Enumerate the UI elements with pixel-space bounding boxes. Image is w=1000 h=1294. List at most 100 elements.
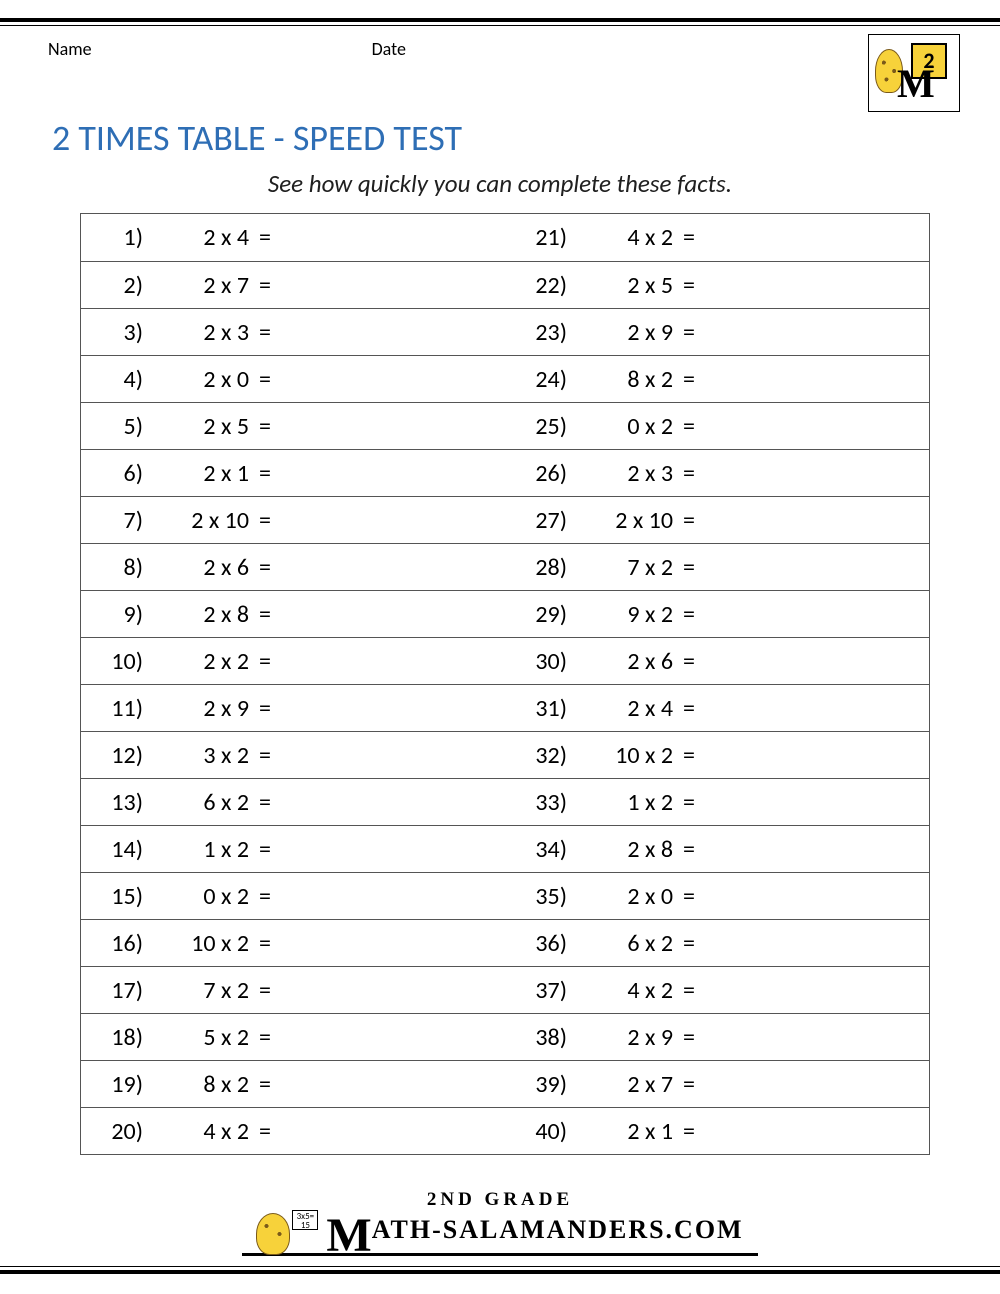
table-cell-right: 30)2 x 6= xyxy=(505,647,929,676)
question-number: 1) xyxy=(81,223,149,252)
question-number: 22) xyxy=(505,271,573,300)
equals-sign: = xyxy=(683,882,713,911)
question-expression: 0 x 2 xyxy=(149,882,259,911)
equals-sign: = xyxy=(259,600,289,629)
question-expression: 2 x 10 xyxy=(573,506,683,535)
table-cell-left: 8)2 x 6= xyxy=(81,553,505,582)
equals-sign: = xyxy=(683,459,713,488)
question-number: 39) xyxy=(505,1070,573,1099)
question-expression: 4 x 2 xyxy=(149,1117,259,1146)
equals-sign: = xyxy=(683,1023,713,1052)
table-row: 3)2 x 3=23)2 x 9= xyxy=(81,308,929,355)
table-row: 4)2 x 0=24)8 x 2= xyxy=(81,355,929,402)
question-number: 34) xyxy=(505,835,573,864)
equals-sign: = xyxy=(259,271,289,300)
footer: 2ND GRADE 3x5= 15 M ATH-SALAMANDERS.COM xyxy=(0,1189,1000,1256)
table-row: 20)4 x 2=40)2 x 1= xyxy=(81,1107,929,1154)
question-expression: 2 x 5 xyxy=(149,412,259,441)
table-cell-left: 9)2 x 8= xyxy=(81,600,505,629)
footer-m-icon: M xyxy=(326,1217,363,1255)
table-cell-left: 2)2 x 7= xyxy=(81,271,505,300)
table-cell-right: 37)4 x 2= xyxy=(505,976,929,1005)
table-row: 6)2 x 1=26)2 x 3= xyxy=(81,449,929,496)
equals-sign: = xyxy=(259,1070,289,1099)
question-number: 33) xyxy=(505,788,573,817)
question-number: 11) xyxy=(81,694,149,723)
question-expression: 2 x 3 xyxy=(149,318,259,347)
table-cell-right: 28)7 x 2= xyxy=(505,553,929,582)
question-number: 28) xyxy=(505,553,573,582)
equals-sign: = xyxy=(683,694,713,723)
footer-brand-text: ATH-SALAMANDERS.COM xyxy=(372,1215,744,1245)
equals-sign: = xyxy=(683,223,713,252)
question-expression: 2 x 5 xyxy=(573,271,683,300)
question-number: 17) xyxy=(81,976,149,1005)
question-expression: 2 x 4 xyxy=(573,694,683,723)
table-cell-right: 27)2 x 10= xyxy=(505,506,929,535)
question-number: 7) xyxy=(81,506,149,535)
question-expression: 2 x 7 xyxy=(573,1070,683,1099)
equals-sign: = xyxy=(259,553,289,582)
question-number: 13) xyxy=(81,788,149,817)
question-number: 24) xyxy=(505,365,573,394)
equals-sign: = xyxy=(259,788,289,817)
table-cell-right: 23)2 x 9= xyxy=(505,318,929,347)
table-cell-left: 11)2 x 9= xyxy=(81,694,505,723)
table-cell-left: 19)8 x 2= xyxy=(81,1070,505,1099)
equals-sign: = xyxy=(259,506,289,535)
question-expression: 6 x 2 xyxy=(149,788,259,817)
question-number: 36) xyxy=(505,929,573,958)
equals-sign: = xyxy=(683,553,713,582)
table-cell-left: 16)10 x 2= xyxy=(81,929,505,958)
question-expression: 2 x 1 xyxy=(149,459,259,488)
worksheet-page: Name Date 2 M 2 TIMES TABLE - SPEED TEST… xyxy=(0,18,1000,1294)
question-number: 20) xyxy=(81,1117,149,1146)
equals-sign: = xyxy=(683,600,713,629)
table-cell-right: 26)2 x 3= xyxy=(505,459,929,488)
question-number: 19) xyxy=(81,1070,149,1099)
equals-sign: = xyxy=(683,835,713,864)
question-number: 9) xyxy=(81,600,149,629)
top-double-rule xyxy=(0,18,1000,26)
question-expression: 2 x 6 xyxy=(573,647,683,676)
question-number: 10) xyxy=(81,647,149,676)
footer-brand-wrap: 3x5= 15 M ATH-SALAMANDERS.COM xyxy=(242,1209,757,1256)
question-expression: 4 x 2 xyxy=(573,223,683,252)
equals-sign: = xyxy=(259,835,289,864)
table-cell-left: 20)4 x 2= xyxy=(81,1117,505,1146)
question-expression: 1 x 2 xyxy=(149,835,259,864)
equals-sign: = xyxy=(259,1117,289,1146)
question-expression: 5 x 2 xyxy=(149,1023,259,1052)
question-number: 14) xyxy=(81,835,149,864)
question-expression: 2 x 0 xyxy=(573,882,683,911)
equals-sign: = xyxy=(683,976,713,1005)
table-cell-left: 5)2 x 5= xyxy=(81,412,505,441)
question-number: 23) xyxy=(505,318,573,347)
question-number: 18) xyxy=(81,1023,149,1052)
table-cell-left: 10)2 x 2= xyxy=(81,647,505,676)
question-number: 5) xyxy=(81,412,149,441)
table-row: 11)2 x 9=31)2 x 4= xyxy=(81,684,929,731)
equals-sign: = xyxy=(683,506,713,535)
question-expression: 7 x 2 xyxy=(573,553,683,582)
equals-sign: = xyxy=(259,694,289,723)
table-cell-left: 12)3 x 2= xyxy=(81,741,505,770)
footer-grade: 2ND GRADE xyxy=(0,1189,1000,1211)
question-expression: 2 x 1 xyxy=(573,1117,683,1146)
bottom-double-rule xyxy=(0,1266,1000,1274)
table-cell-right: 24)8 x 2= xyxy=(505,365,929,394)
equals-sign: = xyxy=(683,647,713,676)
table-cell-left: 15)0 x 2= xyxy=(81,882,505,911)
question-number: 26) xyxy=(505,459,573,488)
question-expression: 0 x 2 xyxy=(573,412,683,441)
page-subtitle: See how quickly you can complete these f… xyxy=(0,168,1000,199)
question-number: 27) xyxy=(505,506,573,535)
table-row: 12)3 x 2=32)10 x 2= xyxy=(81,731,929,778)
equals-sign: = xyxy=(683,412,713,441)
table-row: 19)8 x 2=39)2 x 7= xyxy=(81,1060,929,1107)
table-row: 16)10 x 2=36)6 x 2= xyxy=(81,919,929,966)
question-number: 25) xyxy=(505,412,573,441)
equals-sign: = xyxy=(259,647,289,676)
table-cell-right: 39)2 x 7= xyxy=(505,1070,929,1099)
question-expression: 3 x 2 xyxy=(149,741,259,770)
